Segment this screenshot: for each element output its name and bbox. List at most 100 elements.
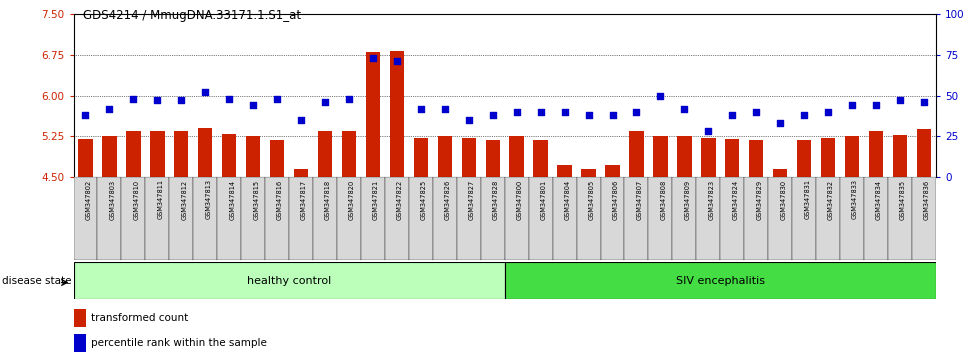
Text: GSM347834: GSM347834	[876, 179, 882, 219]
Bar	[505, 177, 528, 260]
Bar	[624, 177, 649, 260]
Bar	[361, 177, 385, 260]
Text: GSM347823: GSM347823	[709, 179, 714, 219]
Text: GSM347803: GSM347803	[110, 179, 116, 219]
Point	[437, 106, 453, 112]
Bar	[342, 131, 356, 177]
Point	[701, 129, 716, 134]
Bar	[485, 139, 500, 177]
Point	[772, 120, 788, 126]
Point	[916, 99, 932, 105]
Bar	[150, 131, 165, 177]
Point	[653, 93, 668, 98]
Bar	[122, 177, 145, 260]
Bar	[170, 177, 193, 260]
Text: GSM347805: GSM347805	[589, 179, 595, 220]
Text: GSM347808: GSM347808	[661, 179, 666, 220]
Text: GSM347833: GSM347833	[852, 179, 858, 219]
Text: GSM347813: GSM347813	[205, 179, 212, 219]
Point	[892, 98, 907, 103]
Point	[197, 90, 213, 95]
Bar	[222, 133, 236, 177]
Bar	[864, 177, 888, 260]
Bar	[438, 136, 452, 177]
Bar	[266, 177, 289, 260]
Bar	[198, 128, 213, 177]
Point	[413, 106, 428, 112]
Point	[676, 106, 692, 112]
Text: GSM347821: GSM347821	[373, 179, 379, 219]
Text: GSM347825: GSM347825	[420, 179, 427, 220]
Text: GSM347802: GSM347802	[85, 179, 91, 220]
Point	[125, 96, 141, 102]
Bar	[654, 136, 667, 177]
Bar	[193, 177, 218, 260]
Bar	[390, 51, 404, 177]
Bar	[893, 135, 907, 177]
Point	[485, 112, 501, 118]
Bar	[797, 139, 811, 177]
Bar	[677, 136, 692, 177]
Bar	[270, 139, 284, 177]
Point	[173, 98, 189, 103]
Text: GSM347810: GSM347810	[133, 179, 139, 219]
Bar	[366, 52, 380, 177]
Bar	[74, 309, 86, 327]
Text: GSM347820: GSM347820	[349, 179, 355, 220]
Bar	[97, 177, 122, 260]
Bar	[385, 177, 409, 260]
Bar	[289, 177, 313, 260]
Point	[628, 109, 644, 115]
Bar	[749, 139, 763, 177]
Bar	[606, 165, 619, 177]
Bar	[74, 262, 505, 299]
Bar	[318, 131, 332, 177]
Point	[724, 112, 740, 118]
Text: GSM347815: GSM347815	[253, 179, 259, 219]
Point	[389, 58, 405, 64]
Bar	[888, 177, 912, 260]
Bar	[792, 177, 816, 260]
Bar	[294, 169, 309, 177]
Bar	[533, 140, 548, 177]
Point	[150, 98, 166, 103]
Point	[102, 106, 118, 112]
Text: GSM347812: GSM347812	[181, 179, 187, 219]
Point	[557, 109, 572, 115]
Bar	[816, 177, 840, 260]
Point	[77, 112, 93, 118]
Point	[533, 109, 549, 115]
Text: GSM347817: GSM347817	[301, 179, 307, 219]
Bar	[845, 136, 859, 177]
Bar	[553, 177, 576, 260]
Bar	[174, 131, 188, 177]
Text: GSM347816: GSM347816	[277, 179, 283, 219]
Bar	[102, 136, 117, 177]
Text: GSM347822: GSM347822	[397, 179, 403, 220]
Bar	[649, 177, 672, 260]
Text: GSM347804: GSM347804	[564, 179, 570, 220]
Bar	[768, 177, 792, 260]
Bar	[697, 177, 720, 260]
Text: GSM347826: GSM347826	[445, 179, 451, 220]
Bar	[912, 177, 936, 260]
Point	[509, 109, 524, 115]
Text: GSM347801: GSM347801	[541, 179, 547, 219]
Bar	[773, 169, 787, 177]
Bar	[528, 177, 553, 260]
Bar	[481, 177, 505, 260]
Text: disease state: disease state	[2, 276, 72, 286]
Point	[581, 112, 597, 118]
Text: GSM347828: GSM347828	[493, 179, 499, 220]
Bar	[581, 169, 596, 177]
Bar	[241, 177, 266, 260]
Bar	[78, 139, 93, 177]
Point	[245, 103, 261, 108]
Bar	[725, 139, 740, 177]
Point	[318, 99, 333, 105]
Bar	[701, 138, 715, 177]
Bar	[409, 177, 433, 260]
Text: GSM347832: GSM347832	[828, 179, 834, 219]
Text: GSM347807: GSM347807	[636, 179, 643, 220]
Bar	[558, 165, 571, 177]
